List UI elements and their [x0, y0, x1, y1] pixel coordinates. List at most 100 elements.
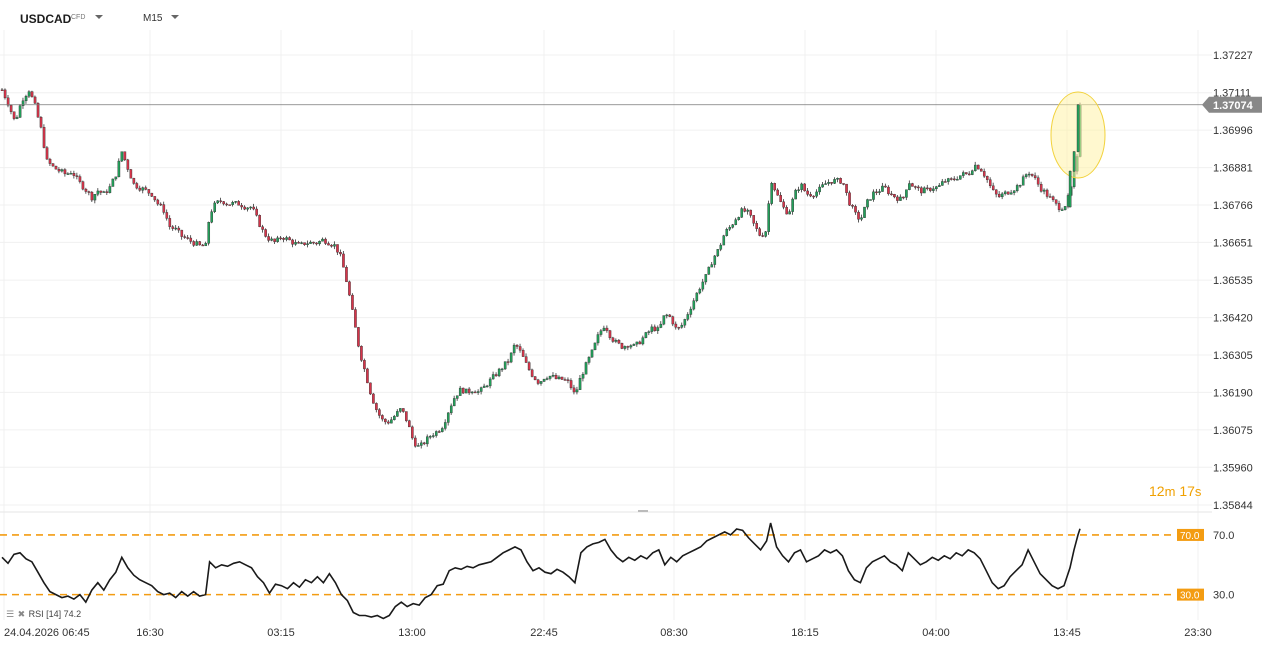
candle — [671, 315, 675, 327]
candle — [405, 411, 408, 423]
rsi-legend-label: RSI [14] 74.2 — [28, 609, 82, 619]
menu-icon[interactable]: ☰ — [6, 609, 15, 619]
candle — [1009, 189, 1013, 195]
candle — [491, 371, 495, 380]
candle — [515, 344, 519, 350]
candle — [150, 192, 154, 197]
candle — [761, 232, 764, 238]
candle — [854, 204, 857, 215]
candle — [997, 191, 1001, 198]
candle — [108, 183, 112, 194]
candle — [288, 236, 291, 241]
candle — [833, 177, 836, 185]
candle — [713, 254, 717, 268]
candle — [303, 242, 306, 246]
rsi-line — [1, 522, 1081, 620]
candle — [458, 385, 462, 396]
candle — [168, 215, 172, 230]
highlight-ellipse — [1050, 91, 1106, 208]
candle — [536, 378, 540, 386]
candle — [87, 190, 91, 196]
candle — [914, 185, 917, 190]
candle — [57, 167, 61, 174]
candle — [120, 151, 124, 162]
candle — [411, 425, 414, 440]
price-tick-label: 1.35844 — [1213, 500, 1253, 512]
candle — [638, 340, 642, 345]
candle — [237, 200, 240, 206]
time-tick-label: 22:45 — [530, 627, 558, 639]
candle — [632, 343, 636, 347]
candle — [656, 325, 660, 334]
candle — [384, 418, 387, 425]
candle — [75, 172, 79, 180]
symbol-dropdown-icon[interactable] — [95, 15, 103, 19]
pane-resize-handle[interactable] — [638, 510, 648, 512]
candle — [509, 352, 513, 364]
candle — [863, 206, 866, 218]
candle — [593, 342, 597, 351]
candle — [779, 192, 782, 203]
timeframe-selector[interactable]: M15 — [143, 13, 163, 24]
time-tick-label: 08:30 — [660, 627, 688, 639]
candle — [941, 178, 944, 186]
candle — [596, 331, 600, 346]
candle — [426, 434, 429, 447]
candle — [33, 95, 37, 104]
symbol-selector[interactable]: USDCAD — [20, 12, 72, 26]
candle — [216, 200, 220, 205]
candle — [282, 237, 285, 243]
candle — [455, 395, 459, 401]
rsi-tick-label: 30.0 — [1213, 590, 1234, 602]
candle — [500, 367, 504, 372]
candle — [959, 175, 962, 180]
candle — [171, 225, 175, 231]
candle — [869, 199, 872, 201]
candle — [432, 432, 435, 439]
candle — [920, 186, 923, 196]
candle — [99, 190, 103, 196]
candle — [396, 409, 399, 417]
candle — [105, 189, 109, 195]
candle — [710, 261, 714, 268]
candle — [294, 239, 297, 246]
timeframe-dropdown-icon[interactable] — [171, 15, 179, 19]
candle — [518, 343, 522, 353]
candle — [791, 197, 794, 215]
candle — [72, 170, 76, 179]
time-tick-label: 13:45 — [1053, 627, 1081, 639]
rsi-series-line — [1, 522, 1081, 620]
candle — [123, 151, 127, 161]
candle — [144, 185, 148, 191]
close-icon[interactable]: ✖ — [17, 609, 26, 619]
candle — [991, 182, 995, 191]
candle — [1051, 195, 1055, 202]
candle — [306, 240, 309, 248]
candle — [488, 377, 492, 389]
rsi-levels: 70.0 70.0 30.0 30.0 — [0, 528, 1234, 602]
candle — [503, 361, 507, 370]
candle — [381, 414, 384, 422]
candle — [162, 201, 166, 215]
candle — [366, 367, 369, 384]
candle — [611, 336, 615, 343]
countdown-minutes-unit: m — [1164, 484, 1176, 499]
candle — [3, 88, 7, 100]
candle — [827, 179, 830, 186]
candle — [114, 176, 118, 181]
candle — [51, 163, 55, 167]
candle — [1060, 207, 1064, 211]
time-tick-label: 04:00 — [922, 627, 950, 639]
candle — [252, 203, 255, 211]
candle — [348, 280, 351, 297]
candle — [494, 372, 498, 377]
candle — [719, 243, 723, 252]
candle — [635, 341, 639, 347]
candle — [929, 187, 932, 193]
candle — [587, 356, 591, 365]
candle — [962, 170, 965, 178]
rsi-level-badge — [1177, 588, 1204, 601]
candle — [1063, 206, 1067, 211]
candle — [797, 186, 800, 193]
